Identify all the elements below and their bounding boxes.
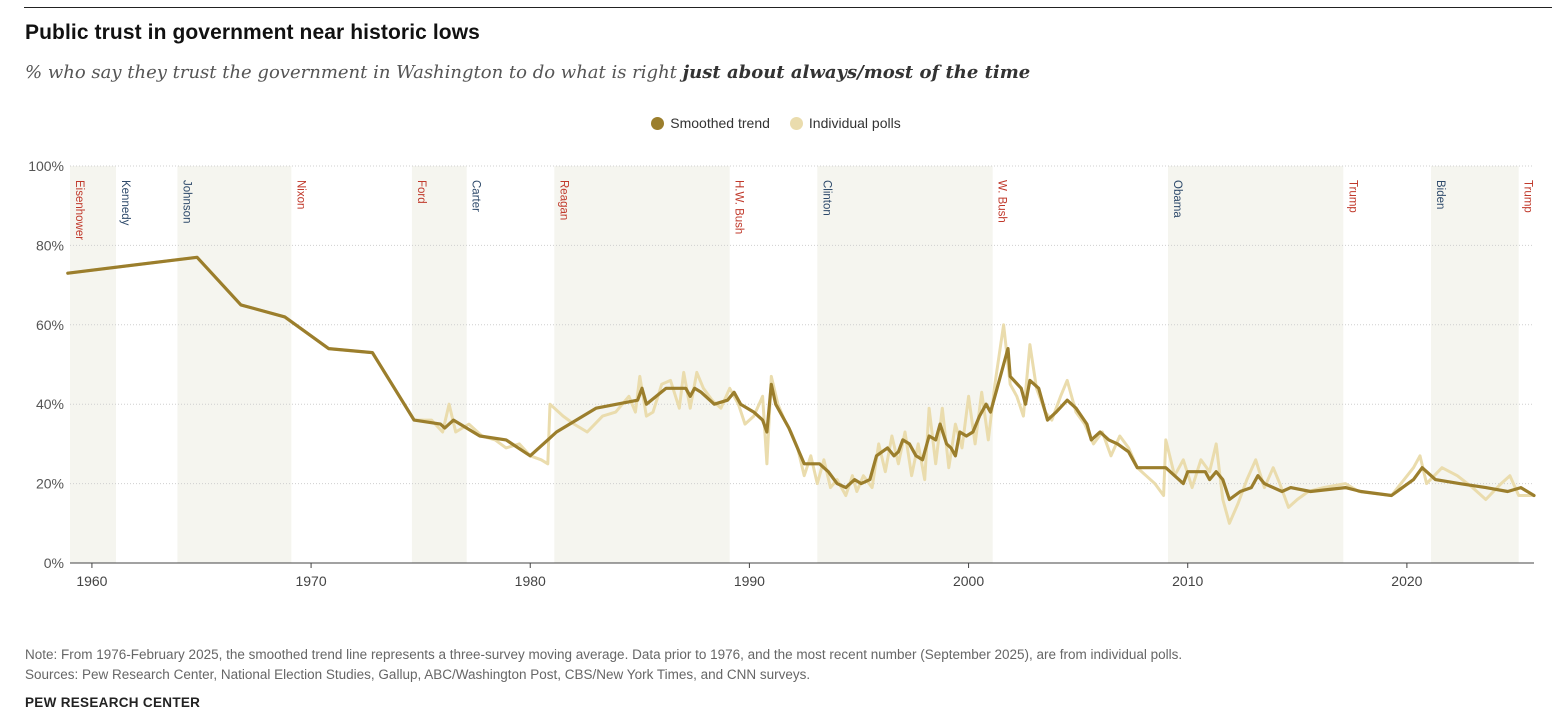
president-label: Reagan bbox=[557, 180, 569, 220]
president-label: Nixon bbox=[294, 180, 306, 209]
president-label: Johnson bbox=[180, 180, 192, 223]
chart-title: Public trust in government near historic… bbox=[25, 21, 480, 44]
legend-item-smoothed: Smoothed trend bbox=[651, 112, 770, 134]
president-band-obama bbox=[1168, 166, 1344, 563]
legend-label-smoothed: Smoothed trend bbox=[670, 115, 770, 131]
president-band-biden bbox=[1430, 166, 1519, 563]
president-label: Trump bbox=[1346, 180, 1358, 213]
president-band-clinton bbox=[817, 166, 993, 563]
subtitle-emphasis: just about always/most of the time bbox=[682, 62, 1031, 83]
legend-item-polls: Individual polls bbox=[789, 112, 901, 134]
legend-swatch-polls bbox=[789, 116, 803, 130]
subtitle-text: % who say they trust the government in W… bbox=[25, 62, 683, 83]
x-tick-label: 1980 bbox=[515, 573, 546, 589]
x-tick-label: 2010 bbox=[1172, 573, 1203, 589]
president-band-ford bbox=[411, 166, 467, 563]
y-tick-label: 40% bbox=[36, 396, 64, 412]
y-tick-label: 60% bbox=[36, 317, 64, 333]
president-label: Trump bbox=[1522, 180, 1534, 213]
y-tick-label: 80% bbox=[36, 237, 64, 253]
president-band-eisenhower bbox=[70, 166, 117, 563]
y-tick-label: 0% bbox=[44, 555, 64, 571]
y-tick-label: 20% bbox=[36, 476, 64, 492]
sources-text: Sources: Pew Research Center, National E… bbox=[25, 667, 811, 682]
president-label: Clinton bbox=[820, 180, 832, 216]
president-label: W. Bush bbox=[996, 180, 1008, 223]
series-line-smoothed-trend bbox=[66, 255, 1536, 502]
president-label: Carter bbox=[470, 180, 482, 212]
series-line-individual-polls bbox=[66, 255, 1536, 525]
x-tick-label: 2000 bbox=[953, 573, 984, 589]
president-label: Eisenhower bbox=[73, 180, 85, 240]
president-band-reagan bbox=[554, 166, 730, 563]
brand-logo-text: PEW RESEARCH CENTER bbox=[25, 695, 201, 710]
trust-chart: 0% 20% 40% 60% 80% 100% 1960 1970 1980 1990 2000 20… bbox=[28, 158, 1536, 589]
legend: Smoothed trend Individual polls bbox=[0, 112, 1552, 134]
president-label: Ford bbox=[415, 180, 427, 204]
chart-note: Note: From 1976-February 2025, the smoot… bbox=[25, 645, 1182, 685]
note-text: Note: From 1976-February 2025, the smoot… bbox=[25, 647, 1183, 662]
x-tick-label: 1970 bbox=[295, 573, 326, 589]
x-tick-label: 1960 bbox=[76, 573, 107, 589]
x-tick-label: 2020 bbox=[1391, 573, 1422, 589]
top-rule bbox=[24, 7, 1552, 8]
chart-subtitle: % who say they trust the government in W… bbox=[25, 62, 1030, 83]
president-label: Kennedy bbox=[119, 180, 131, 226]
president-label: H.W. Bush bbox=[733, 180, 745, 234]
legend-label-polls: Individual polls bbox=[808, 115, 901, 131]
x-tick-label: 1990 bbox=[734, 573, 765, 589]
president-band-johnson bbox=[177, 166, 292, 563]
y-tick-label: 100% bbox=[28, 158, 64, 174]
president-label: Obama bbox=[1171, 180, 1183, 218]
president-label: Biden bbox=[1434, 180, 1446, 209]
legend-swatch-smoothed bbox=[651, 116, 665, 130]
